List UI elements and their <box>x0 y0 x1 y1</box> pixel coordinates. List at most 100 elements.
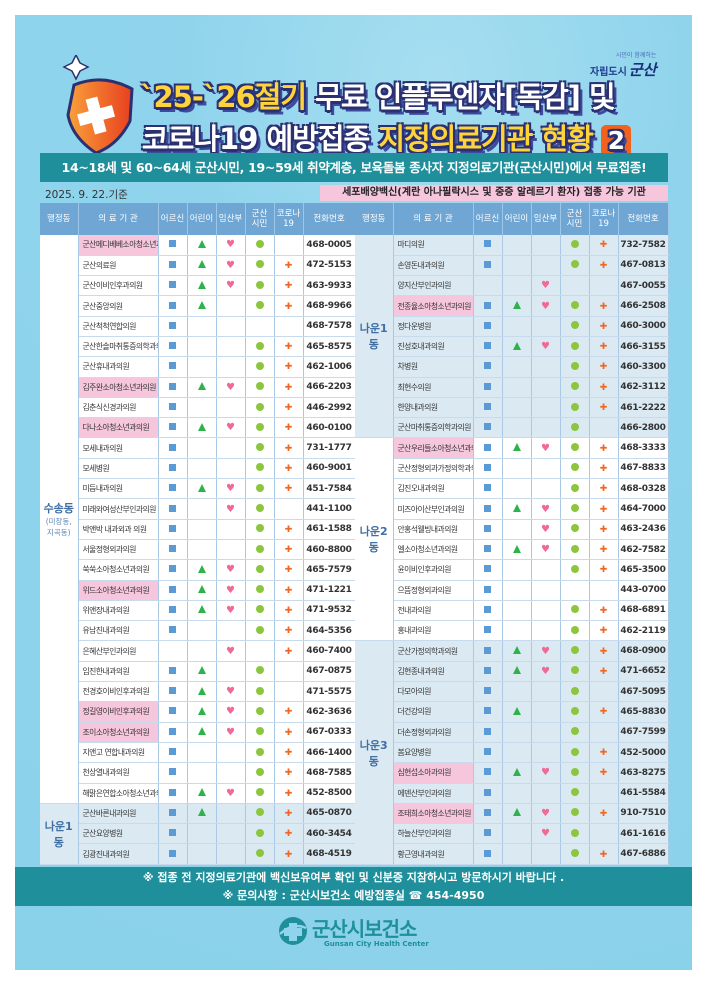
vaccine-cell: ✚ <box>274 275 304 297</box>
vaccine-cell <box>502 600 532 622</box>
vaccine-cell <box>502 701 532 723</box>
vaccine-cell <box>502 762 532 784</box>
phone-number: 463-2436 <box>618 519 669 540</box>
vaccine-cell <box>158 235 188 256</box>
cross-icon: ✚ <box>284 849 293 860</box>
vaccine-cell <box>158 823 188 845</box>
vaccine-cell <box>502 559 532 581</box>
vaccine-cell: ✚ <box>274 458 304 480</box>
vaccine-cell <box>560 377 590 398</box>
circle-icon <box>255 280 264 289</box>
phone-number: 452-8500 <box>303 783 356 804</box>
vaccine-cell <box>245 783 275 804</box>
table-row: 군산한솔마취통증의학과의원 ✚ 465-8575 <box>40 336 356 358</box>
triangle-icon <box>512 504 521 512</box>
phone-number: 446-2992 <box>303 397 356 419</box>
vaccine-cell <box>473 580 503 601</box>
phone-number: 467-0055 <box>618 275 669 297</box>
vaccine-cell <box>560 762 590 784</box>
vaccine-cell <box>560 843 590 865</box>
table-row: 한양내과의원 ✚ 461-2222 <box>355 397 669 419</box>
square-icon <box>484 707 491 715</box>
vaccine-cell: ✚ <box>274 803 304 825</box>
phone-number: 460-3300 <box>618 356 669 378</box>
vaccine-cell <box>158 742 188 764</box>
phone-number: 461-2222 <box>618 397 669 419</box>
clinic-name: 미듬내과의원 <box>78 478 159 500</box>
square-icon <box>169 666 176 674</box>
vaccine-cell <box>589 823 619 845</box>
vaccine-cell <box>245 437 275 459</box>
cross-icon: ✚ <box>599 626 608 637</box>
clinic-name: 윤이비인후과의원 <box>393 559 474 581</box>
phone-number: 466-1400 <box>303 742 356 764</box>
cross-icon: ✚ <box>599 524 608 535</box>
vaccine-cell: ♥ <box>531 539 561 561</box>
triangle-icon <box>197 483 206 492</box>
heart-icon: ♥ <box>541 544 550 556</box>
table-row: 김광진내과의원 ✚ 468-4519 <box>40 843 356 865</box>
phone-number: 460-3000 <box>618 316 669 337</box>
circle-icon <box>570 849 579 858</box>
vaccine-cell: ✚ <box>274 519 304 540</box>
vaccine-cell <box>473 620 503 642</box>
vaccine-cell <box>245 843 275 865</box>
table-row: 양지산부인과의원 ♥ 467-0055 <box>355 275 669 297</box>
table-row: 군산척척연합의원 468-7578 <box>40 316 356 337</box>
cross-icon: ✚ <box>599 443 608 454</box>
circle-icon <box>255 767 264 776</box>
square-icon <box>169 260 176 268</box>
table-header: 행정동 의 료 기 관 어르신 어린이 임산부 군산 시민 코로나 19 전화번호 <box>40 203 356 235</box>
phone-number: 460-8800 <box>303 539 356 561</box>
vaccine-cell <box>158 580 188 601</box>
square-icon <box>169 687 176 695</box>
table-row: 쑥쑥소아청소년과의원 ♥ ✚ 465-7579 <box>40 559 356 581</box>
triangle-icon <box>512 706 521 715</box>
phone-number: 451-7584 <box>303 478 356 500</box>
clinic-name: 다나소아청소년과의원 <box>78 417 159 439</box>
vaccine-cell <box>560 722 590 743</box>
cross-icon: ✚ <box>599 565 608 576</box>
table-row: 미즈아이산부인과의원 ♥ ✚ 464-7000 <box>355 498 669 520</box>
circle-icon <box>570 747 579 756</box>
vaccine-cell <box>187 701 217 723</box>
phone-number: 466-2203 <box>303 377 356 398</box>
cross-icon: ✚ <box>599 321 608 332</box>
clinic-name: 다모아의원 <box>393 681 474 703</box>
phone-number: 460-0100 <box>303 417 356 439</box>
vaccine-cell: ♥ <box>531 803 561 825</box>
square-icon <box>484 748 491 756</box>
vaccine-cell: ♥ <box>216 681 246 703</box>
vaccine-cell: ✚ <box>589 803 619 825</box>
table-row: 위드소아청소년과의원 ♥ ✚ 471-1221 <box>40 580 356 601</box>
table-row: 진성호내과의원 ♥ ✚ 466-3155 <box>355 336 669 358</box>
heart-icon: ♥ <box>541 767 550 779</box>
clinic-name: 군산이비인후과의원 <box>78 275 159 297</box>
vaccine-cell <box>158 762 188 784</box>
vaccine-cell: ✚ <box>274 478 304 500</box>
clinic-name: 은혜산부인과의원 <box>78 640 159 662</box>
vaccine-cell <box>473 519 503 540</box>
vaccine-cell <box>502 437 532 459</box>
clinic-name: 김주완소아청소년과의원 <box>78 377 159 398</box>
vaccine-cell <box>473 255 503 277</box>
vaccine-cell <box>216 539 246 561</box>
vaccine-cell: ♥ <box>216 417 246 439</box>
vaccine-cell: ✚ <box>589 437 619 459</box>
phone-number: 466-3155 <box>618 336 669 358</box>
phone-number: 465-7579 <box>303 559 356 581</box>
district-cell: 나운1동 <box>355 235 394 439</box>
clinic-name: 봄요양병원 <box>393 742 474 764</box>
square-icon <box>169 788 176 796</box>
vaccine-cell: ✚ <box>589 235 619 256</box>
cross-icon: ✚ <box>284 585 293 596</box>
circle-icon <box>255 747 264 756</box>
triangle-icon <box>197 260 206 269</box>
square-icon <box>169 443 176 451</box>
vaccine-cell <box>560 640 590 662</box>
vaccine-cell <box>560 498 590 520</box>
circle-icon <box>255 828 264 837</box>
vaccine-cell <box>502 620 532 642</box>
vaccine-cell <box>473 316 503 337</box>
vaccine-cell <box>187 640 217 662</box>
